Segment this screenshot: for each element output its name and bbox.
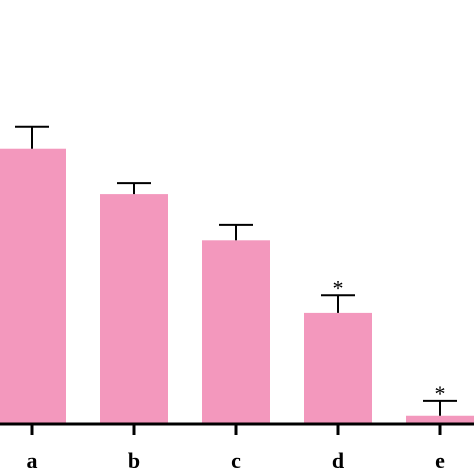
x-tick-label-b: b (128, 448, 140, 473)
x-tick-labels-layer: a b c d e (27, 448, 446, 473)
x-tick-label-d: d (332, 448, 344, 473)
bar-a (0, 148, 66, 424)
bar-b (100, 194, 168, 424)
x-tick-label-c: c (231, 448, 241, 473)
error-bars-layer (15, 125, 457, 416)
bar-d (304, 312, 372, 424)
x-tick-label-e: e (435, 448, 445, 473)
bar-c (202, 240, 270, 424)
bar-e (406, 415, 474, 424)
significance-marker-d: * (333, 275, 344, 300)
x-ticks-layer (30, 424, 442, 435)
significance-markers-layer: ** (333, 275, 446, 406)
bars-layer (0, 148, 474, 424)
significance-marker-e: * (435, 381, 446, 406)
x-tick-label-a: a (27, 448, 38, 473)
